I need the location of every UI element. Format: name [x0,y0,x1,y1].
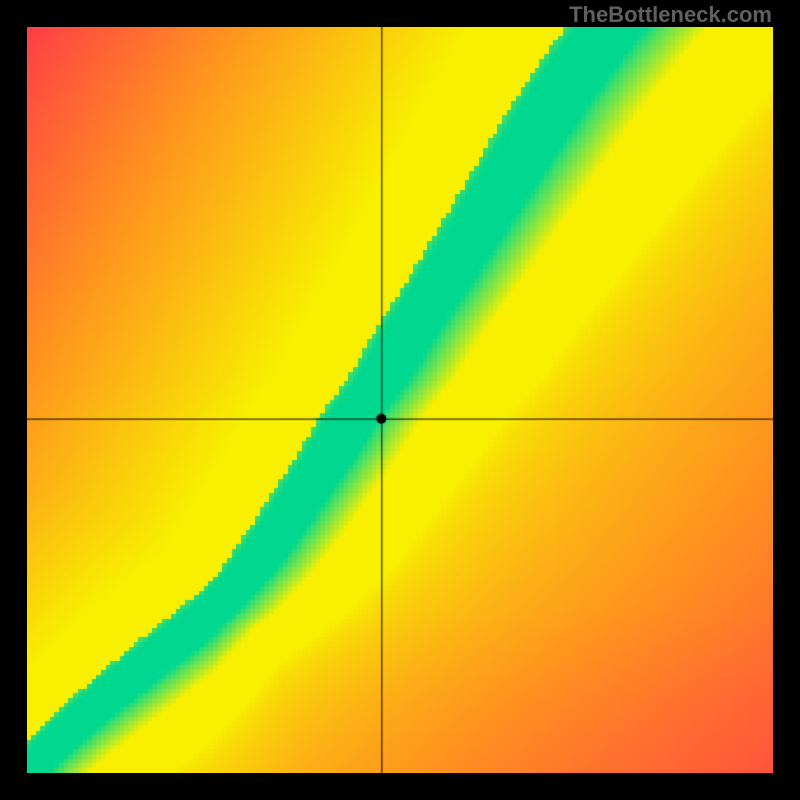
heatmap-plot [27,27,773,773]
figure-container: TheBottleneck.com [0,0,800,800]
watermark-text: TheBottleneck.com [569,2,772,28]
